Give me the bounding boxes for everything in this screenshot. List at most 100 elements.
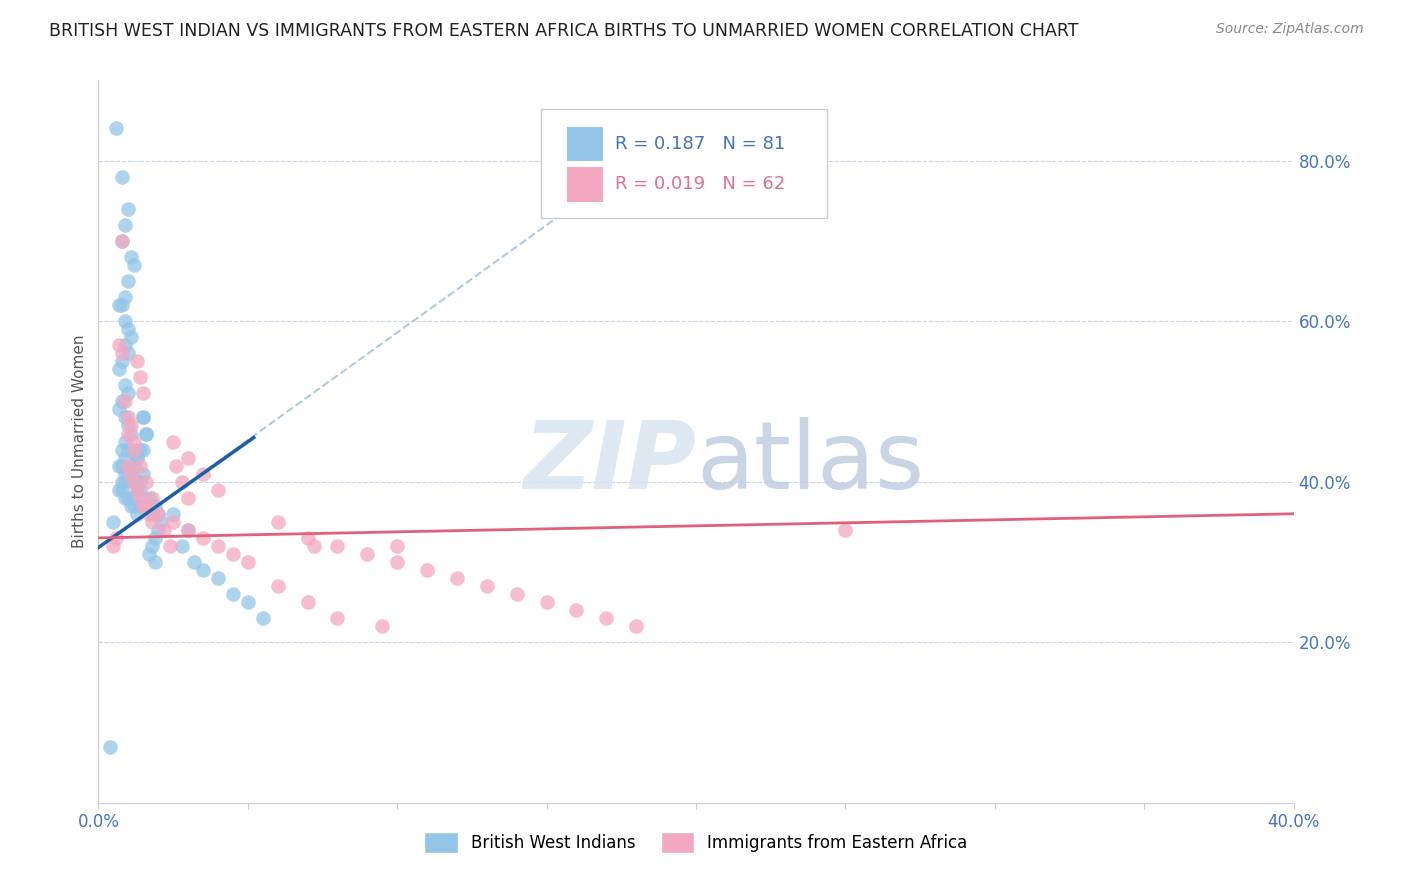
Point <box>356 547 378 561</box>
Text: BRITISH WEST INDIAN VS IMMIGRANTS FROM EASTERN AFRICA BIRTHS TO UNMARRIED WOMEN : BRITISH WEST INDIAN VS IMMIGRANTS FROM E… <box>49 22 1078 40</box>
Point <box>138 491 160 505</box>
Point <box>124 442 146 457</box>
Point <box>177 523 200 537</box>
Point <box>141 539 163 553</box>
Point <box>132 442 155 457</box>
Point <box>132 499 155 513</box>
Point <box>114 314 136 328</box>
Point <box>326 611 349 625</box>
Point <box>111 394 134 409</box>
Point <box>162 434 184 449</box>
Point <box>222 587 245 601</box>
Point <box>108 298 131 312</box>
Text: Source: ZipAtlas.com: Source: ZipAtlas.com <box>1216 22 1364 37</box>
Point <box>267 515 290 529</box>
Point <box>124 475 146 489</box>
Point <box>222 547 245 561</box>
Point <box>120 426 142 441</box>
Point <box>191 531 214 545</box>
Text: R = 0.187   N = 81: R = 0.187 N = 81 <box>614 135 785 153</box>
Point <box>236 555 259 569</box>
Point <box>120 467 142 481</box>
Point <box>207 539 229 553</box>
Text: ZIP: ZIP <box>523 417 696 509</box>
Point <box>108 402 131 417</box>
Point <box>506 587 529 601</box>
Point <box>124 258 146 272</box>
Point <box>132 410 155 425</box>
Point <box>172 475 194 489</box>
Point <box>159 539 181 553</box>
Point <box>129 442 152 457</box>
Point <box>114 491 136 505</box>
Point <box>143 531 166 545</box>
Point <box>148 507 170 521</box>
Point <box>132 410 155 425</box>
Point <box>117 442 139 457</box>
Point <box>108 483 131 497</box>
Point <box>114 394 136 409</box>
Point <box>120 499 142 513</box>
FancyBboxPatch shape <box>567 167 603 202</box>
Point <box>114 218 136 232</box>
Point <box>117 467 139 481</box>
Point <box>371 619 394 633</box>
Point <box>297 531 319 545</box>
Point <box>141 491 163 505</box>
Point <box>267 579 290 593</box>
Point <box>135 475 157 489</box>
Point <box>111 442 134 457</box>
Legend: British West Indians, Immigrants from Eastern Africa: British West Indians, Immigrants from Ea… <box>418 826 974 860</box>
Point <box>135 499 157 513</box>
Point <box>446 571 468 585</box>
Point <box>127 450 149 465</box>
Point <box>143 555 166 569</box>
Point <box>111 354 134 368</box>
Point <box>108 338 131 352</box>
Point <box>117 346 139 360</box>
Point <box>302 539 325 553</box>
Point <box>177 491 200 505</box>
Point <box>148 507 170 521</box>
Point <box>111 234 134 248</box>
Point <box>111 234 134 248</box>
Point <box>117 418 139 433</box>
Point <box>834 523 856 537</box>
Point <box>124 458 146 473</box>
Point <box>124 434 146 449</box>
Point <box>117 322 139 336</box>
Point <box>114 378 136 392</box>
FancyBboxPatch shape <box>541 109 827 218</box>
Point <box>120 467 142 481</box>
Point <box>475 579 498 593</box>
Point <box>191 467 214 481</box>
Point <box>536 595 558 609</box>
Point <box>141 507 163 521</box>
Point <box>165 458 187 473</box>
Point <box>120 418 142 433</box>
Point <box>124 491 146 505</box>
Point <box>207 571 229 585</box>
Point <box>124 458 146 473</box>
Point <box>120 330 142 344</box>
Point <box>114 290 136 304</box>
Point <box>114 434 136 449</box>
Point <box>148 523 170 537</box>
Point <box>111 298 134 312</box>
Point <box>114 467 136 481</box>
Point <box>108 458 131 473</box>
Point <box>132 467 155 481</box>
Point <box>135 426 157 441</box>
Point <box>177 450 200 465</box>
Point <box>207 483 229 497</box>
Point <box>111 475 134 489</box>
Point <box>252 611 274 625</box>
Point <box>120 250 142 264</box>
Point <box>129 491 152 505</box>
Point <box>111 458 134 473</box>
Point <box>297 595 319 609</box>
Point <box>129 499 152 513</box>
Point <box>117 491 139 505</box>
Point <box>162 507 184 521</box>
Point <box>105 531 128 545</box>
